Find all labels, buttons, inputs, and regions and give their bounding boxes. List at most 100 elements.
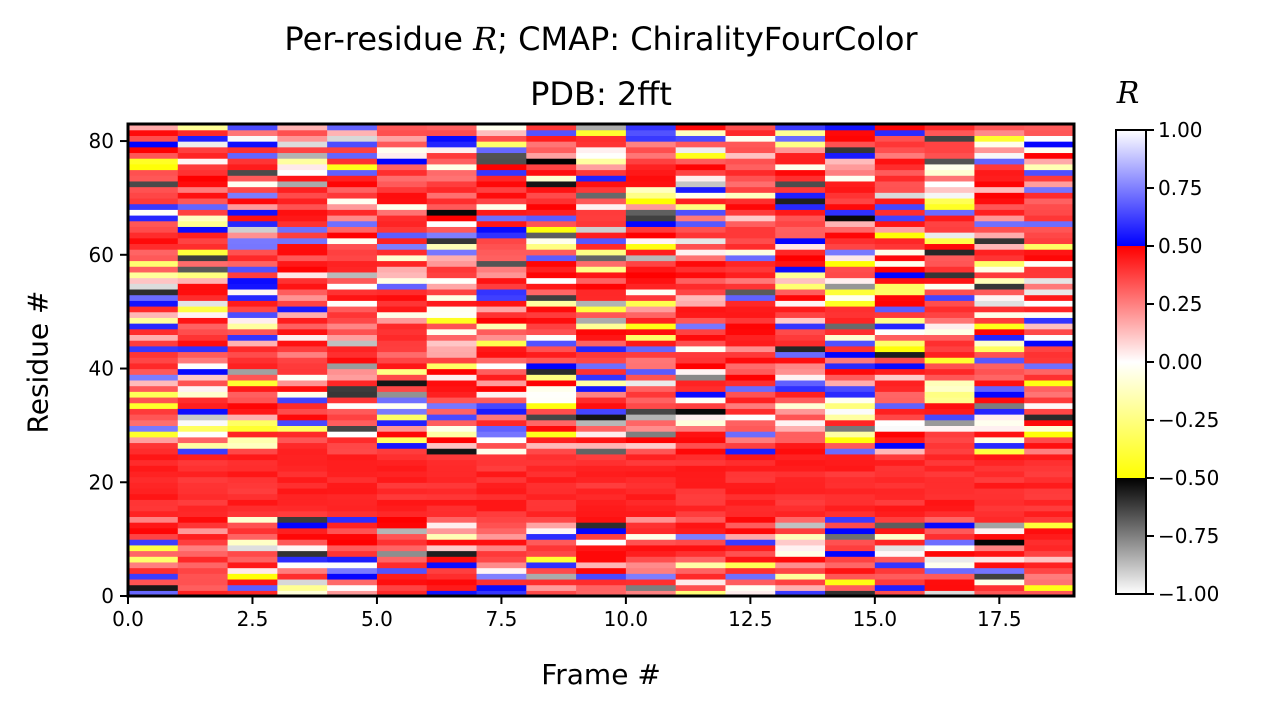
heatmap-cell — [974, 578, 1025, 586]
heatmap-cell — [376, 453, 428, 461]
heatmap-cell — [725, 169, 776, 176]
heatmap-cell — [526, 493, 577, 500]
heatmap-cell — [625, 539, 677, 546]
heatmap-cell — [277, 482, 328, 489]
heatmap-cell — [625, 135, 677, 142]
heatmap-cell — [924, 232, 976, 239]
heatmap-cell — [426, 476, 478, 483]
heatmap-cell — [775, 374, 826, 381]
heatmap-cell — [576, 368, 627, 375]
heatmap-cell — [874, 129, 926, 136]
heatmap-cell — [625, 453, 677, 461]
heatmap-cell — [775, 408, 826, 415]
heatmap-cell — [576, 465, 627, 472]
heatmap-cell — [376, 556, 428, 563]
heatmap-cell — [974, 482, 1025, 489]
heatmap-cell — [376, 425, 428, 432]
heatmap-cell — [376, 124, 428, 131]
heatmap-cell — [974, 379, 1025, 387]
heatmap-cell — [974, 283, 1025, 290]
heatmap-cell — [128, 180, 179, 188]
heatmap-cell — [227, 578, 278, 586]
heatmap-cell — [725, 522, 776, 529]
heatmap-cell — [277, 294, 328, 301]
heatmap-cell — [1024, 129, 1075, 136]
heatmap-cell — [974, 408, 1025, 415]
heatmap-cell — [327, 408, 378, 415]
heatmap-cell — [675, 220, 727, 227]
heatmap-cell — [327, 135, 378, 142]
heatmap-cell — [327, 214, 378, 222]
heatmap-cell — [625, 345, 677, 353]
heatmap-cell — [675, 368, 727, 375]
heatmap-cell — [974, 288, 1025, 296]
heatmap-cell — [327, 425, 378, 432]
heatmap-cell — [576, 169, 627, 176]
heatmap-cell — [625, 163, 677, 171]
heatmap-cell — [974, 220, 1025, 227]
heatmap-cell — [526, 442, 577, 449]
heatmap-cell — [277, 351, 328, 358]
heatmap-cell — [675, 442, 727, 449]
heatmap-cell — [974, 385, 1025, 392]
heatmap-cell — [1024, 288, 1075, 296]
plot-frame — [126, 122, 1076, 598]
heatmap-cell — [128, 362, 179, 370]
heatmap-cell — [526, 186, 577, 193]
heatmap-cell — [376, 226, 428, 233]
heatmap-cell — [775, 539, 826, 546]
heatmap-cell — [874, 391, 926, 398]
heatmap-cell — [675, 499, 727, 506]
heatmap-cell — [426, 499, 478, 506]
heatmap-cell — [177, 237, 229, 245]
heatmap-cell — [227, 141, 278, 148]
heatmap-cell — [924, 311, 976, 318]
heatmap-cell — [825, 527, 876, 535]
heatmap-cell — [675, 232, 727, 239]
heatmap-cell — [177, 368, 229, 375]
heatmap-cell — [625, 476, 677, 483]
heatmap-cell — [277, 374, 328, 381]
heatmap-cell — [874, 556, 926, 563]
heatmap-cell — [725, 419, 776, 426]
heatmap-cell — [874, 357, 926, 364]
heatmap-cell — [924, 459, 976, 466]
heatmap-cell — [725, 209, 776, 216]
heatmap-cell — [426, 487, 478, 495]
heatmap-cells — [128, 124, 1075, 597]
heatmap-cell — [576, 203, 627, 210]
x-tick-label: 2.5 — [237, 607, 269, 631]
heatmap-cell — [376, 516, 428, 523]
heatmap-cell — [775, 277, 826, 284]
heatmap-cell — [874, 431, 926, 438]
heatmap-cell — [227, 209, 278, 216]
heatmap-cell — [725, 476, 776, 483]
heatmap-cell — [177, 180, 229, 188]
heatmap-cell — [725, 220, 776, 227]
heatmap-cell — [576, 232, 627, 239]
heatmap-cell — [576, 351, 627, 358]
heatmap-cell — [576, 408, 627, 415]
heatmap-cell — [227, 396, 278, 404]
heatmap-cell — [327, 374, 378, 381]
heatmap-cell — [376, 396, 428, 404]
heatmap-cell — [277, 260, 328, 267]
heatmap-cell — [675, 311, 727, 318]
heatmap-cell — [725, 294, 776, 301]
heatmap-cell — [476, 323, 527, 330]
heatmap-cell — [675, 527, 727, 535]
heatmap-cell — [625, 226, 677, 233]
heatmap-cell — [924, 169, 976, 176]
heatmap-cell — [974, 544, 1025, 552]
heatmap-cell — [526, 374, 577, 381]
heatmap-cell — [227, 158, 278, 165]
heatmap-cell — [874, 465, 926, 472]
heatmap-cell — [924, 345, 976, 353]
heatmap-cell — [426, 442, 478, 449]
heatmap-cell — [277, 243, 328, 250]
heatmap-cell — [725, 300, 776, 307]
heatmap-cell — [974, 436, 1025, 444]
heatmap-cell — [825, 277, 876, 284]
heatmap-cell — [128, 232, 179, 239]
heatmap-cell — [128, 124, 179, 131]
